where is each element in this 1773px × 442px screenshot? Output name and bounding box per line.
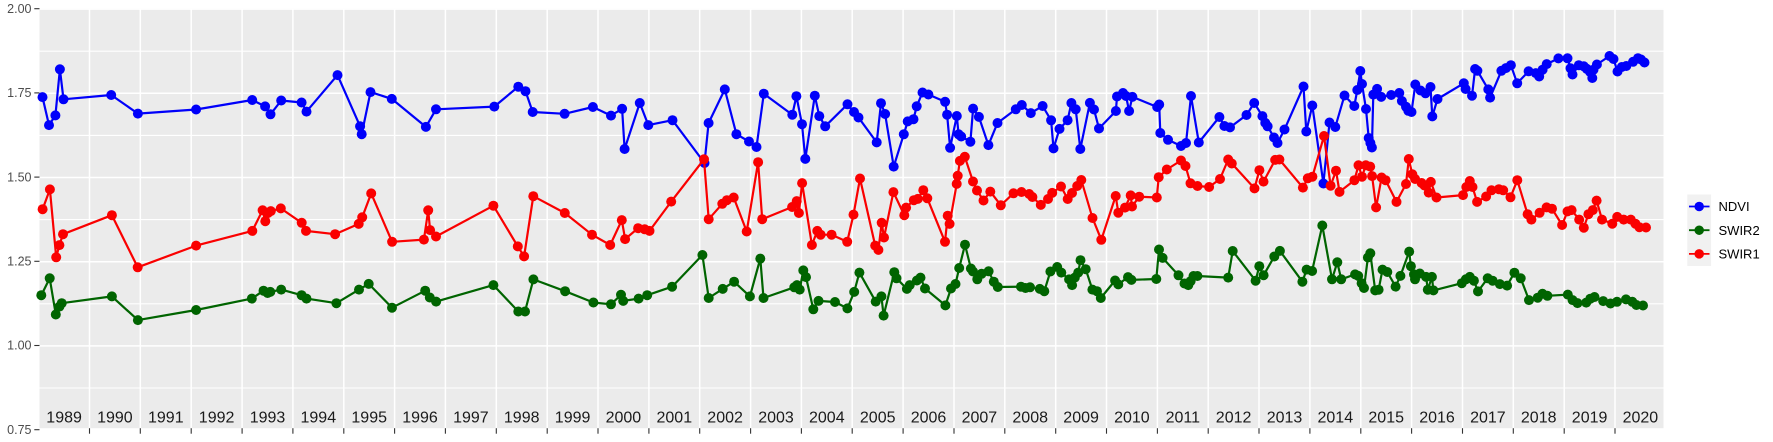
svg-text:2017: 2017 xyxy=(1470,409,1506,426)
svg-text:2007: 2007 xyxy=(962,409,998,426)
svg-text:2018: 2018 xyxy=(1521,409,1557,426)
svg-text:1996: 1996 xyxy=(402,409,438,426)
svg-text:2010: 2010 xyxy=(1114,409,1150,426)
svg-text:2008: 2008 xyxy=(1012,409,1048,426)
svg-text:2016: 2016 xyxy=(1419,409,1455,426)
svg-text:2.00: 2.00 xyxy=(7,2,31,16)
svg-text:1.25: 1.25 xyxy=(7,255,31,269)
svg-text:2004: 2004 xyxy=(809,409,845,426)
svg-text:1991: 1991 xyxy=(148,409,184,426)
svg-text:2000: 2000 xyxy=(606,409,642,426)
svg-text:1994: 1994 xyxy=(301,409,337,426)
svg-text:SWIR1: SWIR1 xyxy=(1719,247,1760,262)
svg-text:2009: 2009 xyxy=(1063,409,1099,426)
svg-text:NDVI: NDVI xyxy=(1719,199,1750,214)
svg-text:2001: 2001 xyxy=(657,409,693,426)
svg-text:2006: 2006 xyxy=(911,409,947,426)
svg-text:1998: 1998 xyxy=(504,409,540,426)
svg-text:1989: 1989 xyxy=(46,409,82,426)
svg-text:1999: 1999 xyxy=(555,409,591,426)
svg-text:2019: 2019 xyxy=(1572,409,1608,426)
svg-text:1995: 1995 xyxy=(351,409,387,426)
svg-text:1.00: 1.00 xyxy=(7,339,31,353)
svg-text:2013: 2013 xyxy=(1267,409,1303,426)
svg-text:1.50: 1.50 xyxy=(7,170,31,184)
svg-text:2003: 2003 xyxy=(758,409,794,426)
svg-text:1990: 1990 xyxy=(97,409,133,426)
svg-text:SWIR2: SWIR2 xyxy=(1719,223,1760,238)
svg-text:1.75: 1.75 xyxy=(7,86,31,100)
svg-text:2012: 2012 xyxy=(1216,409,1252,426)
svg-text:2014: 2014 xyxy=(1318,409,1354,426)
svg-text:1997: 1997 xyxy=(453,409,489,426)
svg-text:1992: 1992 xyxy=(199,409,235,426)
svg-text:2020: 2020 xyxy=(1623,409,1659,426)
svg-text:2011: 2011 xyxy=(1166,409,1201,426)
svg-text:1993: 1993 xyxy=(250,409,286,426)
svg-text:2002: 2002 xyxy=(707,409,743,426)
svg-text:2005: 2005 xyxy=(860,409,896,426)
svg-text:2015: 2015 xyxy=(1368,409,1404,426)
svg-text:0.75: 0.75 xyxy=(7,423,31,437)
